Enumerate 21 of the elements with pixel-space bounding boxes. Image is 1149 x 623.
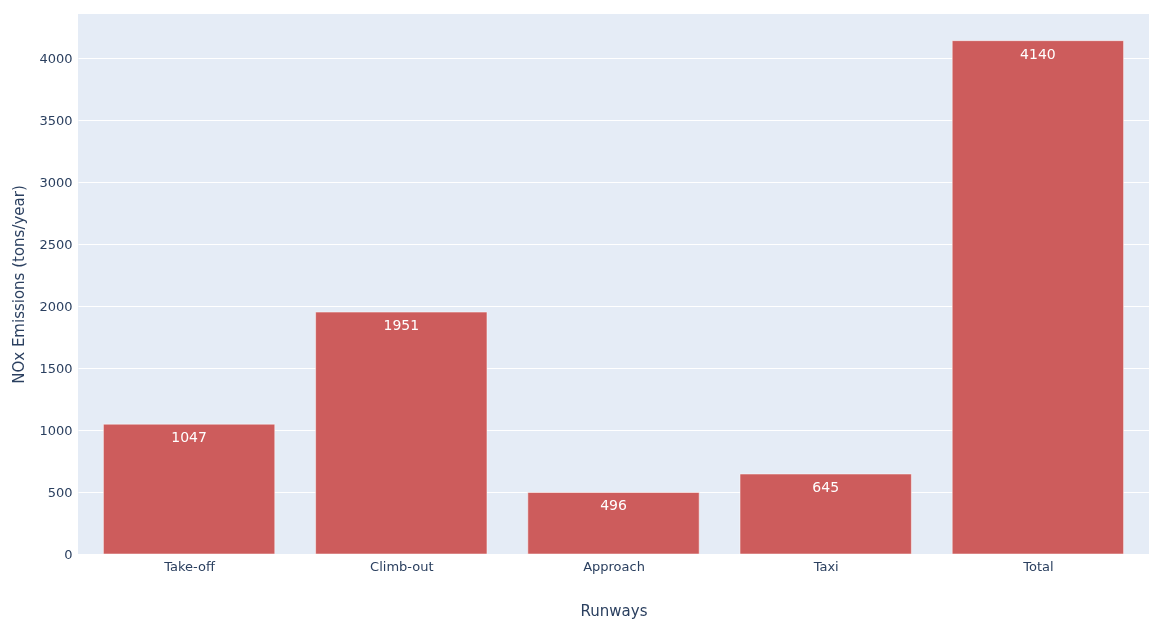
y-tick-label: 2000 (39, 298, 73, 314)
x-tick-label: Total (1022, 558, 1054, 574)
y-tick-label: 1000 (39, 422, 73, 438)
data-label: 496 (600, 497, 627, 514)
y-axis-title: NOx Emissions (tons/year) (10, 185, 29, 384)
data-label: 4140 (1020, 45, 1056, 62)
data-label: 1951 (383, 317, 420, 334)
y-tick-label: 500 (47, 484, 73, 500)
data-label: 1047 (171, 429, 207, 446)
x-tick-label: Approach (583, 558, 645, 574)
y-tick-label: 3000 (39, 174, 73, 190)
y-tick-label: 0 (64, 546, 73, 562)
x-tick-label: Climb-out (370, 558, 434, 574)
x-tick-label: Taxi (812, 558, 839, 574)
y-tick-label: 4000 (39, 50, 73, 66)
y-tick-label: 2500 (39, 236, 73, 252)
y-tick-label: 1500 (39, 360, 73, 376)
x-tick-label: Take-off (163, 558, 216, 574)
data-label: 645 (812, 479, 840, 496)
x-axis-title: Runways (580, 601, 648, 620)
y-tick-label: 3500 (39, 112, 73, 128)
